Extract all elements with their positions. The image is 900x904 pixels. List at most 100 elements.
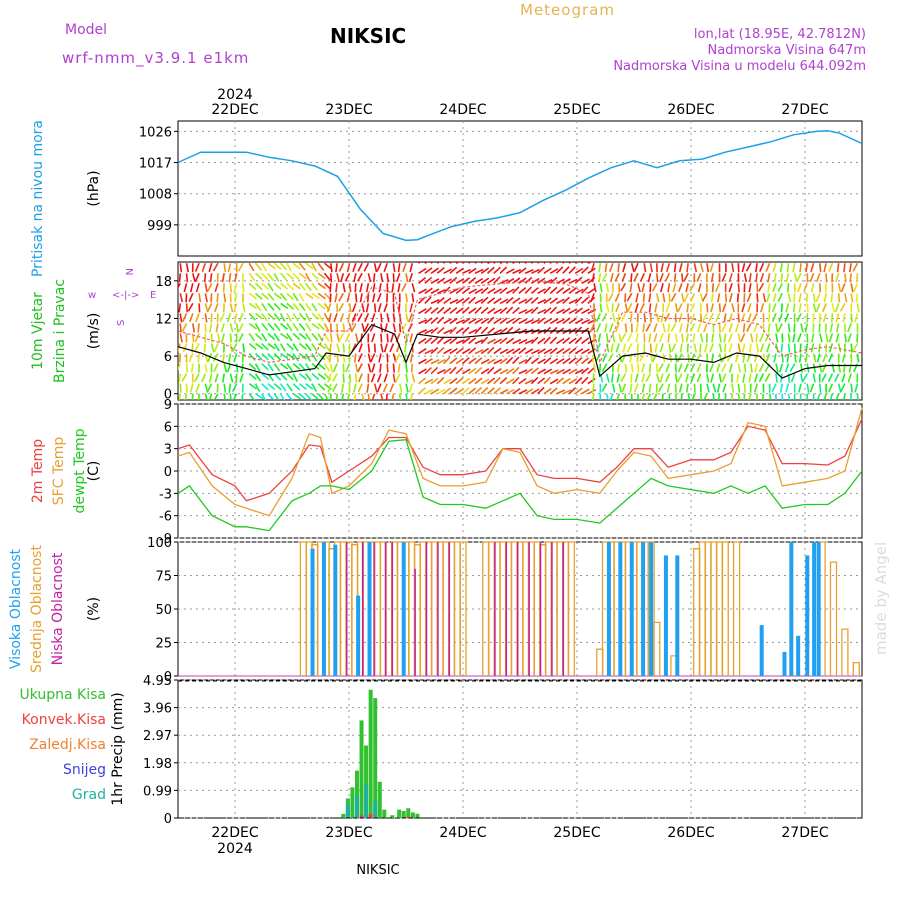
y-tick-label-precip: 3.96 [143,702,172,717]
y-tick-label-precip: 0.99 [143,784,172,799]
y-tick-label-clouds: 100 [147,536,172,551]
wind-arrow [794,303,795,312]
wind-arrow [192,364,193,373]
wind-arrow [180,384,181,393]
wind-arrow [343,344,344,353]
wind-arrow [845,273,846,282]
wind-arrow [638,364,639,373]
wind-arrow [387,364,388,373]
y-tick-label-clouds: 75 [155,570,172,585]
wind-arrow [356,374,357,383]
wind-arrow [600,364,601,373]
y-tick-label-wind: 6 [164,350,172,365]
wind-arrow [669,344,670,353]
cloud-bar-high [356,596,360,676]
wind-arrow [832,313,833,322]
wind-arrow [769,313,770,322]
wind-arrow [700,344,701,353]
y-tick-label-precip: 2.97 [143,729,172,744]
precip-ylabel: 1hr Precip (mm) [110,692,126,805]
cloud-ylabel2: Srednja Oblacnost [29,545,45,673]
x-tick-label-top: 25DEC [553,102,600,118]
wind-arrow [387,334,388,343]
wind-arrow [720,303,721,312]
x-tick-label-bottom: 26DEC [667,825,714,841]
wind-arrow [800,394,801,403]
unit-label-clouds: (%) [86,597,102,621]
wind-arrow [331,334,332,343]
wind-arrow [180,354,181,363]
wind-arrow [838,263,839,272]
wind-arrow [386,394,387,403]
wind-arrow [350,283,351,292]
precip-bar [382,810,386,818]
wind-arrow [806,344,807,353]
y-tick-label-clouds: 25 [155,637,172,652]
x-tick-label-top: 26DEC [667,102,714,118]
meteogram-title: Meteogram [520,1,615,19]
wind-arrow [713,394,714,403]
wind-arrow [243,283,244,292]
wind-arrow [762,394,763,403]
cloud-bar-high [641,542,645,676]
wind-arrow [807,303,808,312]
wind-arrow [644,313,645,322]
wind-arrow [192,394,193,403]
wind-arrow [230,334,231,343]
wind-arrow [807,293,808,302]
wind-arrow [800,263,801,272]
x-tick-label-top: 23DEC [325,102,372,118]
wind-legend-e: E [150,290,156,301]
wind-arrow [751,364,752,373]
wind-arrow [675,263,676,272]
cloud-bar-high [607,542,611,676]
wind-arrow [350,374,351,383]
precip-bar [378,782,382,818]
wind-arrow [757,293,758,302]
coords-label: lon,lat (18.95E, 42.7812N) [694,27,866,42]
wind-arrow [851,384,852,393]
y-tick-label-temp: 6 [164,420,172,435]
wind-arrow [187,303,188,312]
wind-arrow [205,273,206,282]
wind-legend-n: N [123,268,134,275]
wind-arrow [782,303,783,312]
wind-arrow [681,394,682,403]
wind-arrow [237,364,238,373]
wind-arrow [788,283,789,292]
wind-arrow [337,394,338,403]
cloud-bar-high [402,542,406,676]
x-tick-label-bottom: 22DEC [211,825,258,841]
footer-station: NIKSIC [356,863,399,878]
wind-arrow [688,354,689,363]
y-tick-label-temp: -3 [159,487,172,502]
wind-arrow [355,354,356,363]
precip-bar [415,814,419,818]
precip-bar [373,801,377,818]
wind-arrow [756,334,757,343]
wind-arrow [211,293,212,302]
unit-label-pressure: (hPa) [86,170,102,206]
wind-arrow [781,273,782,282]
wind-ylabel: 10m Vjetar [30,292,46,370]
wind-arrow [694,384,695,393]
wind-arrow [618,263,619,272]
wind-arrow [713,283,714,292]
wind-arrow [180,263,181,272]
temp-ylabel: 2m Temp [30,439,46,503]
wind-arrow [745,384,746,393]
wind-arrow [336,283,337,292]
wind-arrow [650,384,651,393]
precip-bar [369,814,373,818]
precip-bar [346,804,350,818]
wind-legend-arrow: <-|-> [112,290,139,301]
precip-bar [373,698,377,818]
wind-arrow [229,273,230,282]
y-tick-label-pressure: 1008 [139,188,172,203]
wind-arrow [368,344,369,353]
wind-arrow [399,303,400,312]
wind-arrow [406,293,407,302]
x-tick-label-top: 24DEC [439,102,486,118]
wind-arrow [856,293,857,302]
wind-arrow [720,323,721,332]
